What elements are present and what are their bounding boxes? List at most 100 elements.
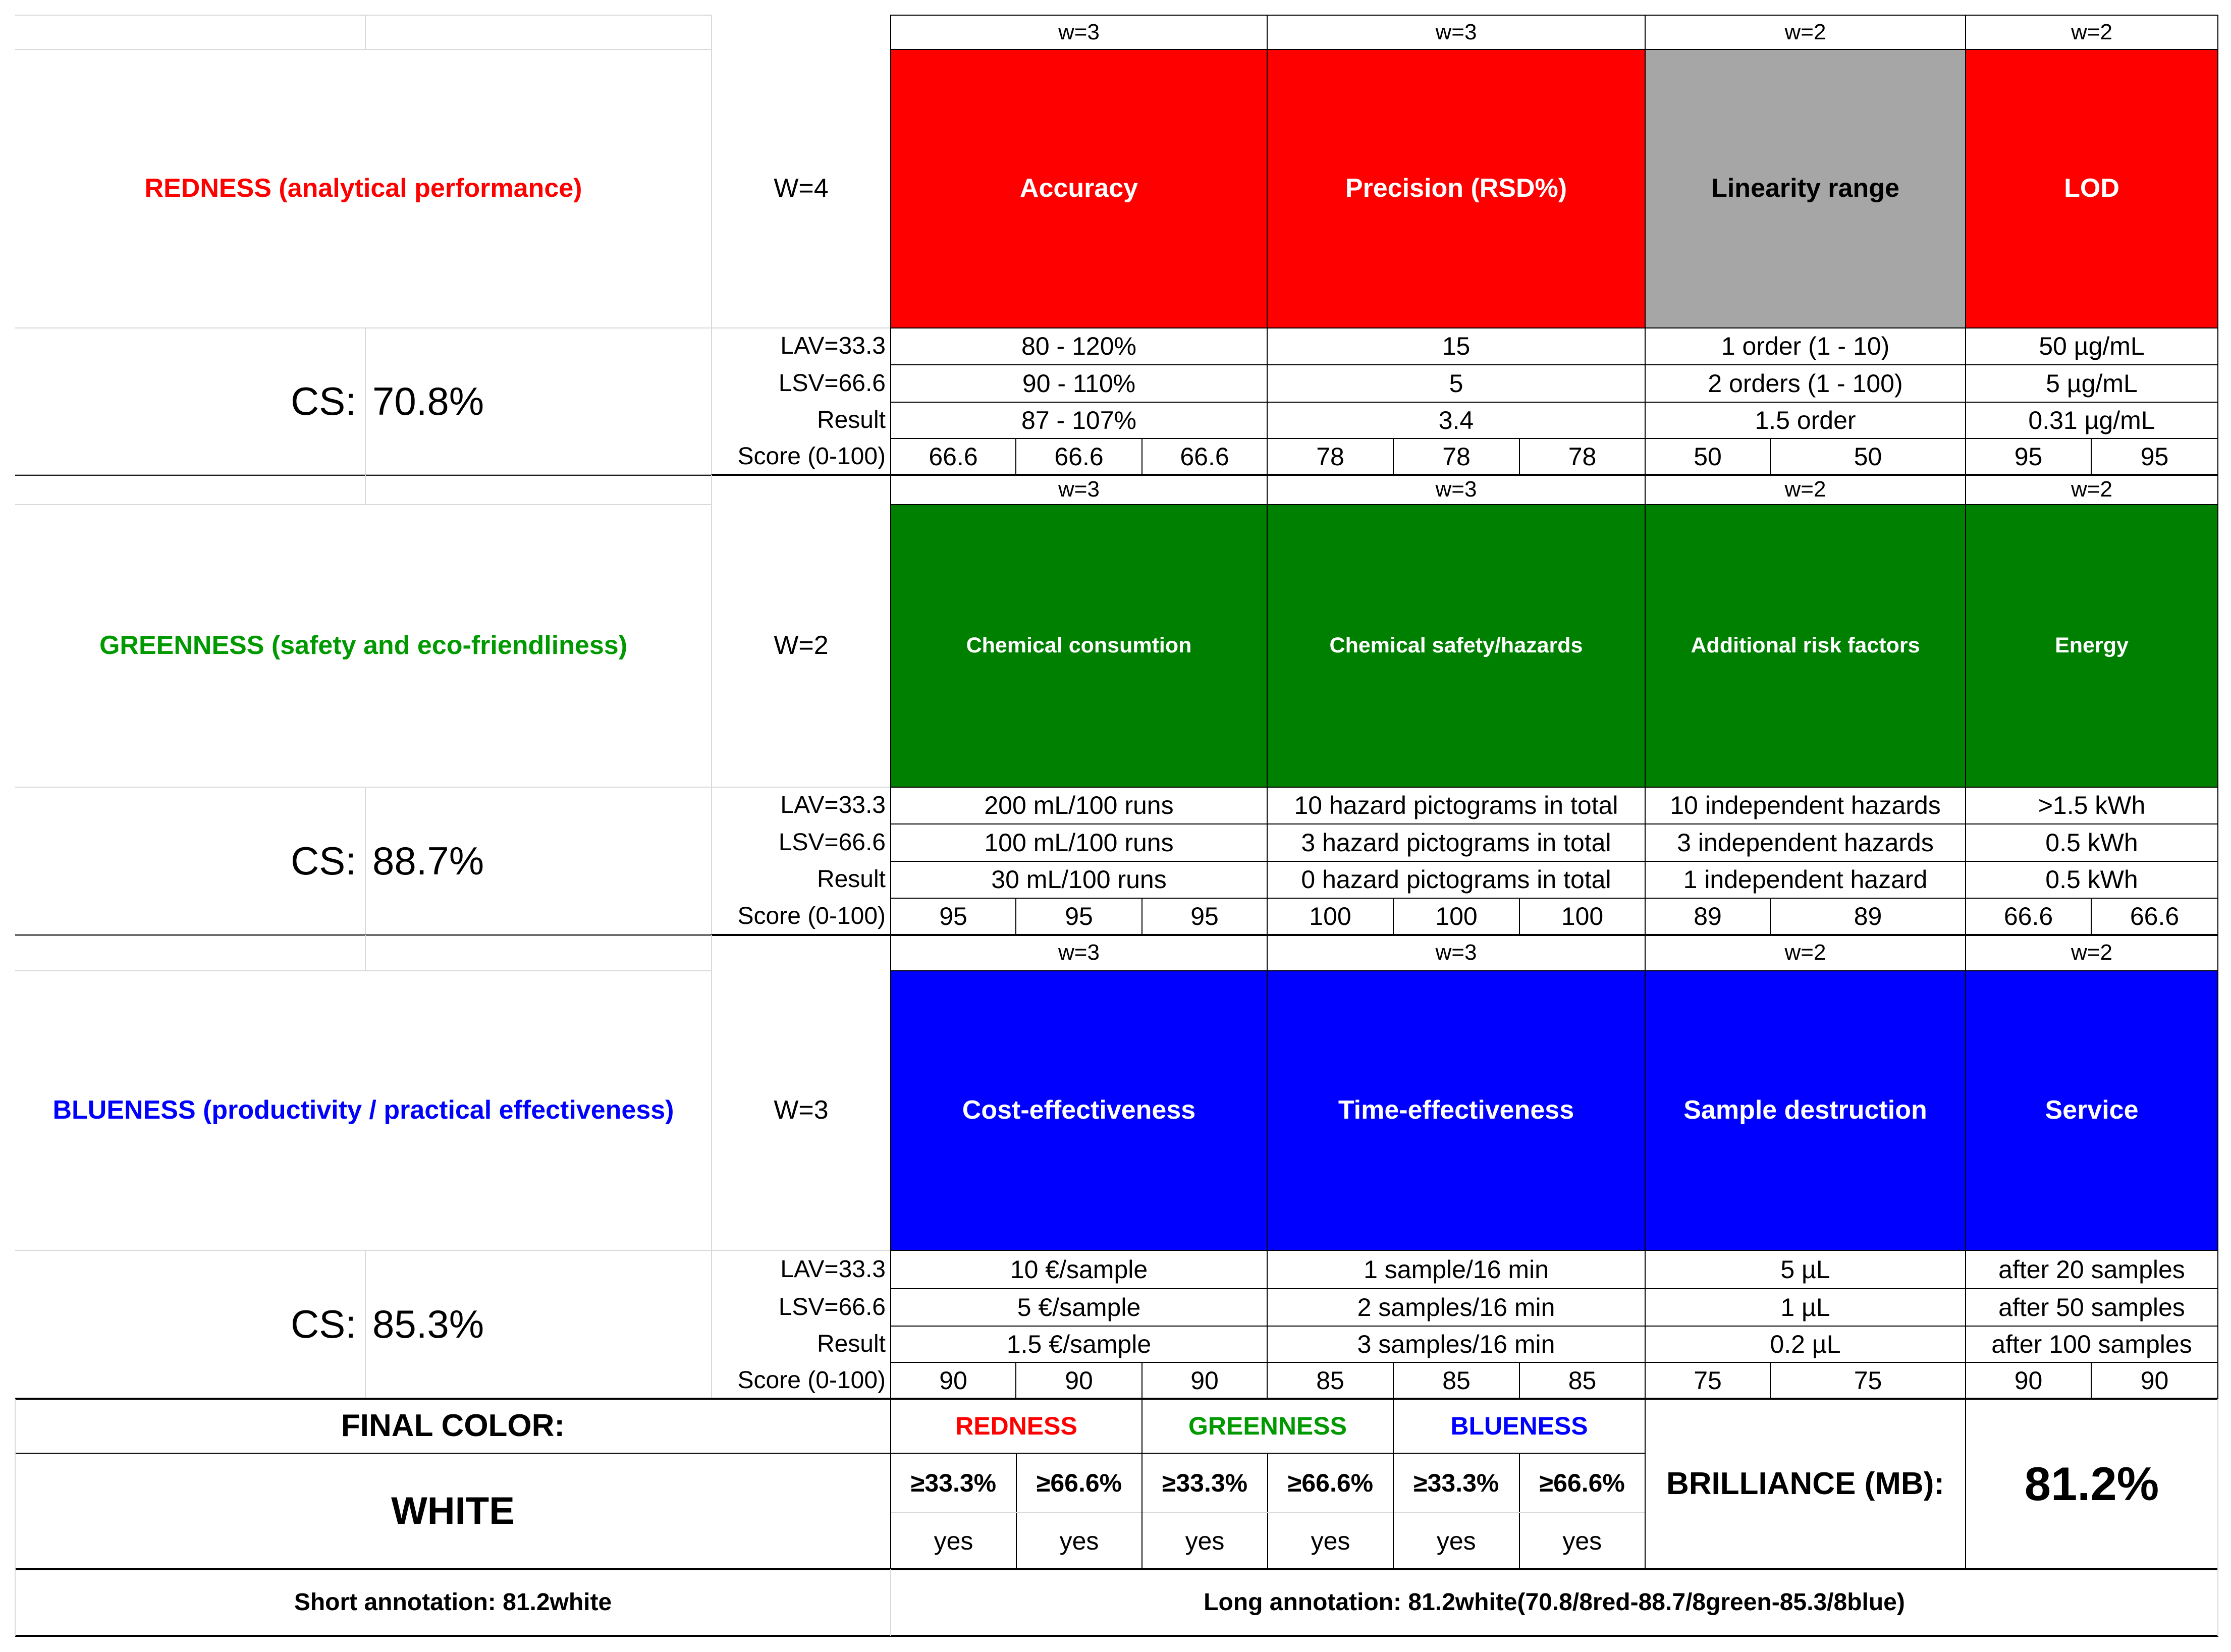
grid-line-vertical — [1519, 898, 1520, 935]
grid-line-vertical — [1519, 1362, 1520, 1399]
row-label-lav: LAV=33.3 — [780, 333, 886, 360]
grid-line-vertical — [2217, 475, 2218, 935]
grid-line-horizontal — [890, 934, 2218, 935]
grid-line-vertical — [365, 15, 366, 49]
grid-line-vertical — [2217, 1399, 2218, 1636]
grid-line-horizontal — [890, 1288, 2218, 1289]
criterion-score: 85 — [1442, 1366, 1471, 1395]
criterion-weight: w=3 — [1058, 19, 1100, 44]
final-group-header: BLUENESS — [1450, 1411, 1588, 1440]
criterion-score: 50 — [1694, 442, 1722, 471]
criterion-lav: 15 — [1442, 332, 1471, 360]
row-label-score: Score (0-100) — [737, 443, 886, 470]
grid-line-horizontal — [890, 504, 2218, 505]
criterion-score: 75 — [1694, 1366, 1722, 1395]
grid-line-vertical — [1645, 15, 1646, 475]
grid-line-horizontal — [890, 787, 2218, 788]
criterion-score: 78 — [1442, 442, 1471, 471]
grid-line-horizontal — [890, 861, 2218, 862]
criterion-weight: w=3 — [1435, 477, 1477, 502]
criterion-lsv: 5 — [1449, 369, 1463, 398]
row-label-result: Result — [817, 406, 886, 433]
criterion-score: 78 — [1568, 442, 1597, 471]
criterion-header: Time-effectiveness — [1267, 971, 1645, 1250]
criterion-header: Accuracy — [891, 49, 1267, 328]
criterion-result: 0.2 µL — [1770, 1330, 1841, 1358]
grid-line-horizontal — [890, 970, 2218, 971]
grid-line-vertical — [1518, 1453, 1520, 1569]
criterion-lsv: 90 - 110% — [1022, 369, 1136, 398]
grid-line-vertical — [1393, 1399, 1394, 1569]
criterion-score: 100 — [1435, 902, 1478, 930]
row-label-lav: LAV=33.3 — [780, 792, 886, 819]
grid-line-vertical — [711, 15, 712, 328]
criterion-lsv: 5 €/sample — [1017, 1293, 1141, 1321]
criterion-weight: w=3 — [1058, 477, 1100, 502]
criterion-score: 66.6 — [929, 442, 978, 471]
criterion-lav: 200 mL/100 runs — [984, 791, 1174, 819]
grid-line-vertical — [2091, 898, 2092, 935]
grid-line-vertical — [365, 475, 366, 505]
criterion-lsv: 3 independent hazards — [1677, 828, 1934, 857]
criterion-lsv: 2 samples/16 min — [1357, 1293, 1555, 1321]
grid-line-vertical — [2091, 1362, 2092, 1399]
grid-line-horizontal — [15, 327, 891, 328]
criterion-result: 0 hazard pictograms in total — [1301, 865, 1611, 894]
row-label-lsv: LSV=66.6 — [778, 829, 886, 856]
grid-line-vertical — [1770, 438, 1771, 475]
red-section-cs-label: CS: — [290, 378, 356, 423]
grid-line-vertical — [890, 15, 891, 475]
grid-line-horizontal — [890, 474, 2218, 475]
grid-line-vertical — [2217, 935, 2218, 1399]
criterion-lav: after 20 samples — [1998, 1255, 2185, 1284]
criterion-lav: >1.5 kWh — [2038, 791, 2146, 819]
criterion-weight: w=3 — [1435, 19, 1477, 44]
grid-line-vertical — [365, 1250, 366, 1399]
grid-line-vertical — [15, 1399, 16, 1636]
criterion-weight: w=2 — [1784, 19, 1826, 44]
grid-line-horizontal — [891, 1512, 1645, 1513]
red-section-weight: W=4 — [774, 174, 829, 203]
final-threshold: ≥33.3% — [1162, 1468, 1248, 1497]
grid-line-horizontal — [15, 970, 712, 971]
green-section-cs-label: CS: — [290, 838, 356, 883]
grid-line-vertical — [1965, 15, 1966, 475]
grid-line-vertical — [1393, 1362, 1394, 1399]
final-result: yes — [1436, 1526, 1476, 1555]
criterion-result: after 100 samples — [1991, 1330, 2192, 1358]
final-threshold: ≥33.3% — [1413, 1468, 1499, 1497]
criterion-weight: w=3 — [1435, 940, 1477, 965]
criterion-header: Sample destruction — [1645, 971, 1966, 1250]
grid-line-horizontal — [15, 504, 712, 505]
criterion-score: 66.6 — [1180, 442, 1229, 471]
blue-section-weight: W=3 — [774, 1095, 829, 1125]
grid-line-horizontal — [890, 364, 2218, 365]
row-label-result: Result — [817, 1330, 886, 1357]
criterion-header: Linearity range — [1645, 49, 1966, 328]
grid-line-vertical — [1141, 1362, 1142, 1399]
grid-line-vertical — [365, 328, 366, 475]
final-group-header: GREENNESS — [1188, 1411, 1347, 1440]
grid-line-vertical — [1645, 475, 1646, 935]
grid-line-vertical — [1141, 898, 1142, 935]
final-group-header: REDNESS — [955, 1411, 1077, 1440]
grid-line-horizontal — [15, 474, 712, 475]
grid-line-horizontal — [890, 823, 2218, 824]
grid-line-horizontal — [891, 1453, 1645, 1454]
red-section-cs-value: 70.8% — [372, 378, 484, 423]
grid-line-vertical — [1770, 898, 1771, 935]
criterion-score: 66.6 — [1054, 442, 1104, 471]
criterion-header: Precision (RSD%) — [1267, 49, 1645, 328]
grid-line-vertical — [890, 1399, 891, 1569]
final-threshold: ≥66.6% — [1287, 1468, 1374, 1497]
criterion-weight: w=2 — [2071, 940, 2112, 965]
criterion-lav: 80 - 120% — [1021, 332, 1136, 360]
criterion-score: 95 — [2140, 442, 2169, 471]
grid-line-horizontal — [890, 1362, 2218, 1363]
brilliance-value: 81.2% — [2024, 1457, 2159, 1511]
grid-line-vertical — [1965, 475, 1966, 935]
criterion-score: 95 — [939, 902, 967, 930]
criterion-result: 1.5 order — [1755, 406, 1856, 434]
criterion-result: 3.4 — [1438, 406, 1474, 434]
grid-line-vertical — [365, 935, 366, 971]
